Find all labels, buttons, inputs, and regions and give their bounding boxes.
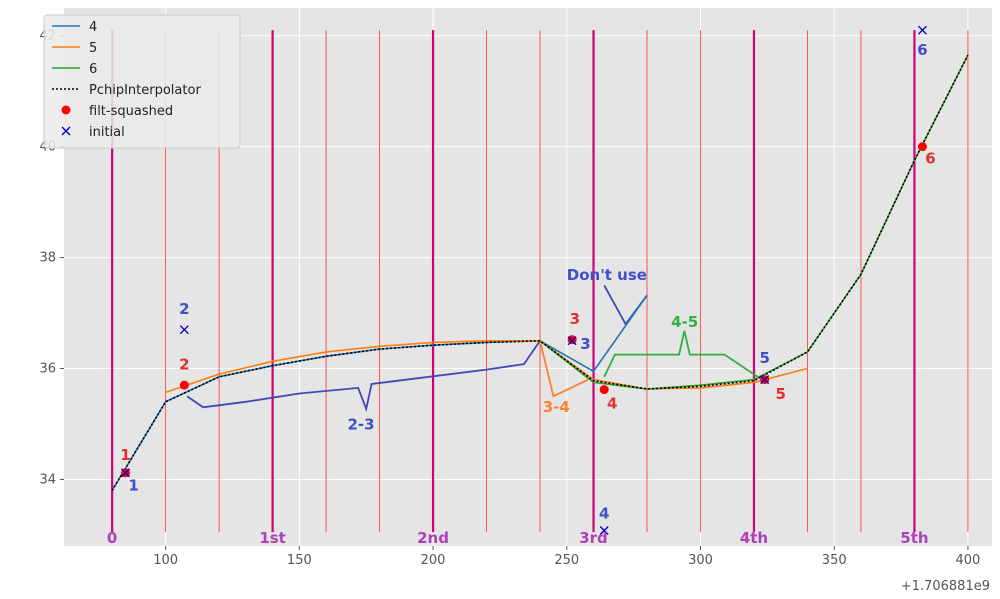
blue-point-label: 5: [759, 349, 769, 367]
red-point-label: 2: [179, 356, 189, 374]
filt-squashed-point: [567, 335, 577, 345]
initial-point: [179, 325, 189, 335]
blue-point-label: 1: [128, 477, 138, 495]
x-tick-label: 200: [421, 553, 446, 568]
period-label: 3rd: [579, 529, 608, 547]
axes: 1001502002503003504003436384042: [39, 29, 980, 568]
period-label: 2nd: [417, 529, 449, 547]
x-tick-label: 250: [554, 553, 579, 568]
legend: 4 5 6 PchipInterpolator filt-squashed initial: [43, 14, 241, 149]
series-lines: [111, 54, 969, 491]
blue-point-label: 6: [917, 41, 927, 59]
legend-label: 4: [89, 20, 97, 35]
filt-squashed-point: [917, 142, 927, 152]
segment-label-3-4: 3-4: [543, 398, 570, 416]
x-tick-label: 150: [287, 553, 312, 568]
red-point-label: 1: [120, 446, 130, 464]
legend-label: 6: [89, 62, 97, 77]
x-tick-label: 100: [153, 553, 178, 568]
red-point-label: 5: [776, 385, 786, 403]
annotations: 0 1st 2nd 3rd 4th 5th 1 2 3 4 5 6 1 2 3 4 5 6 Don't use 2-3…: [107, 41, 936, 547]
blue-point-label: 2: [179, 300, 189, 318]
legend-label: initial: [89, 125, 125, 140]
filt-squashed-point: [599, 385, 609, 395]
legend-box: [43, 14, 241, 149]
x-offset-label: +1.706881e9: [901, 579, 990, 594]
x-tick-label: 350: [822, 553, 847, 568]
y-tick-label: 38: [39, 251, 56, 266]
period-label: 1st: [259, 529, 286, 547]
period-label: 4th: [740, 529, 768, 547]
filt-squashed-point: [179, 380, 189, 390]
initial-point: [121, 468, 131, 478]
initial-point: [567, 336, 577, 346]
path-4-5-line: [603, 330, 760, 379]
point-markers: [121, 25, 927, 535]
red-point-label: 3: [570, 310, 580, 328]
initial-point: [760, 375, 770, 385]
period-label: 0: [107, 529, 117, 547]
x-tick-label: 400: [956, 553, 981, 568]
path-2-3-line: [186, 340, 541, 413]
y-tick-label: 34: [39, 472, 56, 487]
blue-point-label: 3: [580, 335, 590, 353]
legend-label: 5: [89, 41, 97, 56]
red-point-label: 6: [925, 149, 935, 167]
y-tick-label: 36: [39, 362, 56, 377]
blue-point-label: 4: [599, 504, 609, 522]
series-line-5: [165, 339, 808, 394]
segment-label-2-3: 2-3: [347, 416, 374, 434]
legend-label: filt-squashed: [89, 104, 173, 119]
segment-label-4-5: 4-5: [671, 313, 698, 331]
legend-swatch-dot: [61, 105, 71, 115]
x-tick-label: 300: [688, 553, 713, 568]
initial-point: [917, 25, 927, 35]
legend-label: PchipInterpolator: [89, 83, 201, 98]
red-point-label: 4: [607, 394, 617, 412]
period-label: 5th: [900, 529, 928, 547]
dont-use-label: Don't use: [567, 266, 647, 284]
legend-swatch-x: [61, 126, 71, 136]
initial-point: [599, 525, 609, 535]
path-3-4-line: [539, 340, 589, 398]
